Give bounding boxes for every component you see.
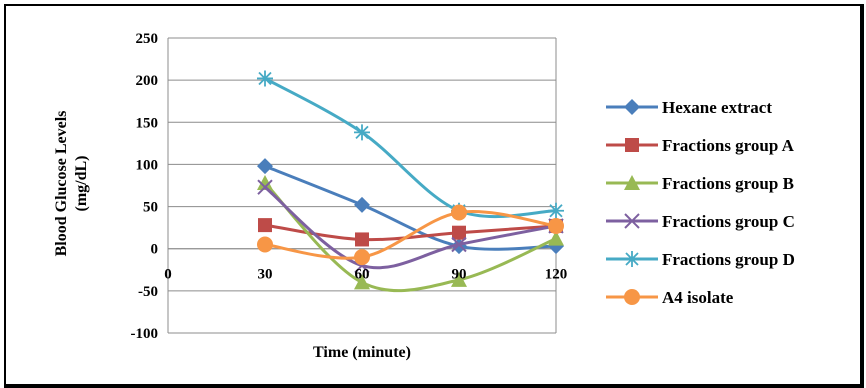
data-point: [548, 202, 564, 219]
legend-marker: [624, 99, 640, 115]
legend-marker: [624, 251, 640, 267]
y-tick-label: 50: [143, 200, 158, 216]
legend-marker: [625, 138, 639, 152]
series-fractions-group-b: [257, 174, 564, 293]
grid-lines: [168, 37, 557, 334]
legend-marker: [624, 213, 640, 229]
x-tick-label: 120: [545, 267, 568, 283]
y-tick-label: 100: [136, 157, 159, 173]
legend-label: Fractions group B: [662, 174, 794, 193]
legend-label: Fractions group C: [662, 212, 795, 231]
data-point: [257, 70, 273, 87]
legend-label: Fractions group D: [662, 250, 795, 269]
legend-item: Fractions group B: [606, 174, 794, 193]
data-point: [451, 271, 467, 287]
y-tick-label: -50: [138, 284, 158, 300]
data-point: [451, 236, 467, 253]
legend-marker: [624, 289, 640, 305]
data-point: [354, 249, 370, 266]
data-point: [257, 179, 273, 195]
legend-label: Hexane extract: [662, 98, 772, 117]
series-line: [264, 77, 557, 219]
data-point: [354, 196, 370, 213]
series-line: [264, 186, 557, 270]
data-point: [257, 158, 273, 175]
x-axis-title: Time (minute): [313, 344, 411, 361]
data-point: [355, 232, 369, 247]
data-point: [451, 204, 467, 221]
series-line: [264, 164, 557, 251]
y-axis-title-line1: Blood Glucose Levels: [53, 111, 70, 257]
data-point: [257, 236, 273, 253]
y-tick-label: 150: [136, 115, 159, 131]
series-a4-isolate: [257, 204, 564, 266]
data-point: [354, 274, 370, 290]
series-line: [263, 181, 557, 293]
legend-item: Fractions group D: [606, 250, 795, 269]
legend-label: Fractions group A: [662, 136, 795, 155]
legend-item: Fractions group C: [606, 212, 795, 231]
y-tick-label: 0: [151, 242, 159, 258]
series-lines: [257, 70, 564, 293]
y-axis-title-line2: (mg/dL): [73, 156, 90, 212]
x-tick-label: 60: [355, 267, 370, 283]
x-tick-label: 0: [164, 267, 172, 283]
legend-marker: [624, 175, 640, 190]
data-point: [548, 230, 564, 246]
legend-item: A4 isolate: [606, 288, 734, 307]
legend-label: A4 isolate: [662, 288, 734, 307]
data-point: [452, 225, 466, 240]
data-point: [548, 217, 564, 234]
data-point: [258, 218, 272, 233]
y-tick-label: 200: [136, 73, 159, 89]
y-tick-label: 250: [136, 31, 159, 47]
legend-item: Hexane extract: [606, 98, 772, 117]
data-point: [257, 174, 273, 190]
x-tick-label: 30: [258, 267, 273, 283]
y-tick-label: -100: [131, 326, 159, 342]
series-fractions-group-d: [257, 70, 564, 219]
tick-labels: -100 -50 0 50 100 150 200 250 0 30 60 90 120: [131, 31, 568, 342]
data-point: [354, 124, 370, 141]
series-line: [264, 210, 557, 260]
x-tick-label: 90: [452, 267, 467, 283]
legend: Hexane extract Fractions group A Fractions…: [606, 98, 795, 307]
legend-item: Fractions group A: [606, 136, 795, 155]
